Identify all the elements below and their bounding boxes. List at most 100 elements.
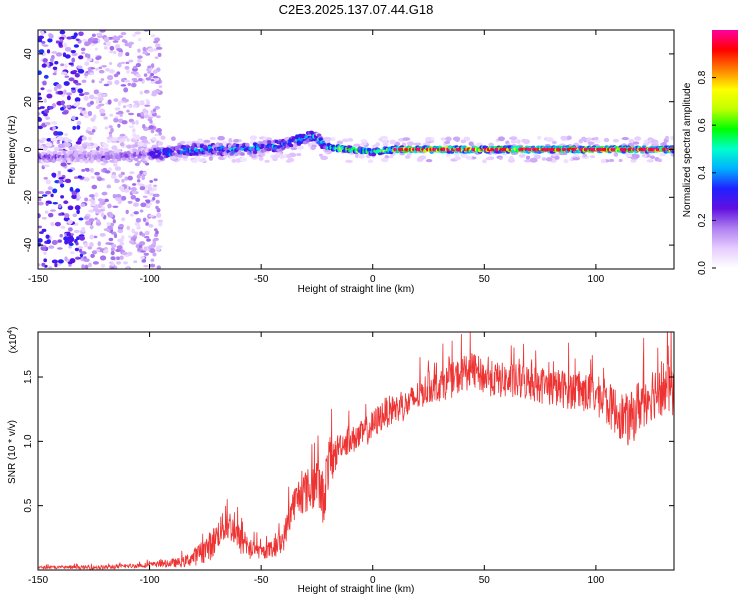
spectrogram-cell xyxy=(84,264,89,269)
spectrogram-cell xyxy=(81,226,86,233)
spectrogram-cell xyxy=(114,179,120,184)
spectrogram-cell xyxy=(118,185,125,190)
spectrogram-cell xyxy=(318,137,323,141)
spectrogram-cell xyxy=(566,135,572,141)
spectrogram-cell xyxy=(154,81,161,85)
spectrogram-cell xyxy=(260,152,266,157)
spectrogram-cell xyxy=(153,193,160,198)
spectrogram-cell xyxy=(150,129,155,134)
spectrogram-cell xyxy=(108,69,115,74)
spectrogram-cell xyxy=(74,116,79,121)
spectrogram-cell xyxy=(100,78,105,81)
spectrogram-cell xyxy=(88,194,96,198)
spectrogram-cell xyxy=(72,125,77,130)
spectrogram-cell xyxy=(93,37,99,42)
spectrogram-cell xyxy=(572,157,580,161)
spectrogram-cell xyxy=(389,139,396,145)
spectrogram-cell xyxy=(77,88,84,94)
spectrogram-cell xyxy=(106,184,112,189)
spectrogram-cell xyxy=(152,241,157,246)
spectrogram-cell xyxy=(117,201,122,205)
spectrogram-cell xyxy=(66,104,71,109)
spectrogram-cell xyxy=(145,205,151,209)
spectrogram-cell xyxy=(413,142,422,146)
spectrogram-cell xyxy=(133,260,138,264)
spectrogram-cell xyxy=(155,230,159,235)
spectrogram-cell xyxy=(96,32,103,36)
spectrogram-cell xyxy=(170,136,176,141)
spectrogram-cell xyxy=(114,79,120,85)
spectrogram-cell xyxy=(85,220,92,226)
spectrogram-cell xyxy=(145,77,152,81)
spectrogram-cell xyxy=(43,98,47,103)
spectrogram-cell xyxy=(38,201,44,206)
spectrogram-cell xyxy=(104,170,111,174)
spectrogram-cell xyxy=(60,225,66,229)
spectrogram-cell xyxy=(132,183,137,186)
spectrogram-cell xyxy=(330,136,336,141)
spectrogram-cell xyxy=(198,159,207,163)
spectrogram-cell xyxy=(60,100,65,106)
spectrogram-cell xyxy=(41,262,46,267)
spectrogram-cell xyxy=(153,40,159,44)
spectrogram-cell xyxy=(38,263,41,267)
spectrogram-cell xyxy=(156,147,161,151)
spectrogram-cell xyxy=(406,152,412,156)
spectrogram-cell xyxy=(70,87,77,90)
spectrogram-cell xyxy=(154,228,158,232)
spectrogram-cell xyxy=(133,65,138,70)
snr-series-line xyxy=(38,332,674,570)
spectrogram-cell xyxy=(47,186,53,191)
spectrogram-cell xyxy=(44,190,52,195)
spectrogram-cell xyxy=(147,47,154,53)
spectrogram-cell xyxy=(631,153,637,158)
spectrogram-cell xyxy=(142,50,148,55)
spectrogram-cell xyxy=(101,192,107,196)
spectrogram-cell xyxy=(40,30,45,36)
spectrogram-cell xyxy=(139,209,144,213)
spectrogram-cell xyxy=(81,110,88,116)
spectrogram-cell xyxy=(582,153,587,158)
spectrogram-cell xyxy=(482,159,487,164)
spectrogram-cell xyxy=(75,38,80,42)
spectrogram-cell xyxy=(625,152,634,158)
spectrogram-cell xyxy=(148,214,155,218)
spectrogram-cell xyxy=(91,79,95,84)
spectrogram-cell xyxy=(48,245,55,249)
spectrogram-cell xyxy=(130,194,137,200)
spectrogram-cell xyxy=(336,140,343,145)
spectrogram-cell xyxy=(120,61,126,65)
spectrogram-cell xyxy=(94,60,100,64)
spectrogram-cell xyxy=(45,142,53,147)
spectrogram-cell xyxy=(84,142,92,147)
spectrogram-cell xyxy=(64,256,68,262)
spectrogram-cell xyxy=(48,266,53,269)
spectrogram-cell xyxy=(149,248,156,254)
spectrogram-cell xyxy=(56,141,61,144)
spectrogram-cell xyxy=(154,56,159,60)
spectrogram-cell xyxy=(89,224,94,230)
spectrogram-cell xyxy=(296,145,305,150)
spectrogram-cell xyxy=(404,155,411,159)
spectrogram-x-tick-label: 0 xyxy=(370,274,376,285)
spectrogram-cell xyxy=(537,135,542,140)
spectrogram-cell xyxy=(367,159,374,164)
spectrogram-cell xyxy=(95,67,99,71)
spectrogram-cell xyxy=(60,195,65,199)
spectrogram-cell xyxy=(115,193,122,199)
snr-frame xyxy=(37,331,675,571)
spectrogram-cell xyxy=(91,33,96,38)
spectrogram-cell xyxy=(169,156,177,160)
spectrogram-cell xyxy=(139,186,146,191)
spectrogram-cell xyxy=(119,241,125,246)
spectrogram-cell xyxy=(107,203,112,209)
spectrogram-cell xyxy=(113,98,119,102)
snr-plot-area xyxy=(38,332,674,570)
spectrogram-cell xyxy=(143,264,149,268)
spectrogram-cell xyxy=(357,154,365,159)
spectrogram-cell xyxy=(125,209,129,215)
spectrogram-cell xyxy=(76,236,80,241)
spectrogram-cell xyxy=(659,153,667,157)
spectrogram-cell xyxy=(74,205,81,211)
spectrogram-cell xyxy=(508,155,514,161)
